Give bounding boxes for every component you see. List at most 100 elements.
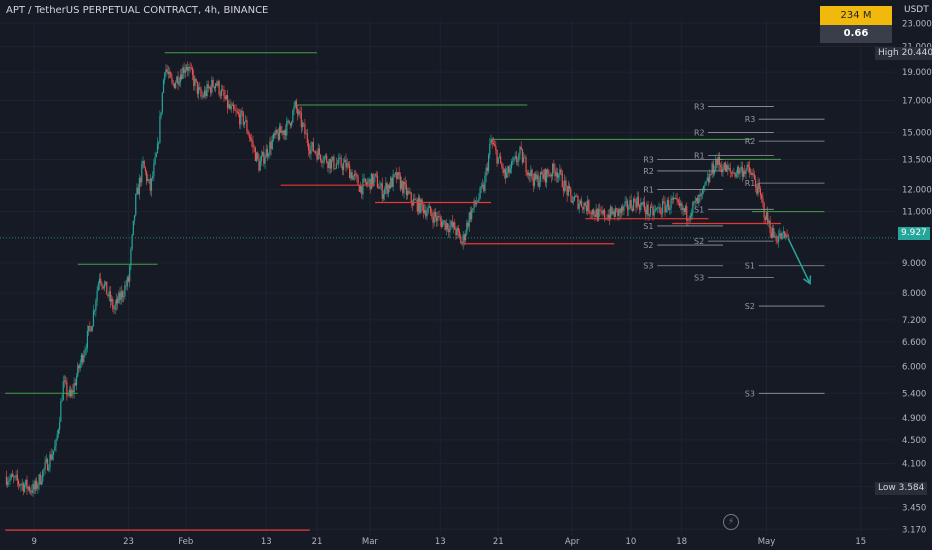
candle [214, 83, 217, 89]
candle [138, 177, 140, 195]
candle [512, 160, 514, 162]
candle [630, 200, 632, 209]
candle [573, 196, 575, 201]
price-badge: 0.66 [820, 25, 892, 43]
candle [21, 483, 23, 485]
candle [42, 470, 44, 482]
candle [410, 192, 412, 203]
pivot-label: R3 [745, 115, 756, 124]
candle [771, 227, 774, 238]
candle [112, 299, 114, 309]
candle [670, 198, 672, 209]
candle [422, 204, 424, 214]
candle [427, 208, 429, 213]
candle [403, 182, 405, 194]
candle [764, 216, 766, 220]
candle [301, 123, 304, 128]
candle [525, 157, 527, 173]
candle [78, 365, 80, 369]
candle [433, 212, 435, 223]
candle [763, 202, 765, 217]
candle [381, 183, 383, 199]
candle [649, 206, 652, 215]
candle [498, 156, 501, 158]
candle [283, 130, 285, 135]
candle [252, 141, 254, 148]
currency-label[interactable]: USDT [904, 5, 929, 15]
candle [341, 166, 343, 171]
candle [344, 159, 346, 163]
candle [672, 198, 675, 200]
candle [445, 223, 447, 230]
candle [784, 231, 786, 238]
candle [223, 90, 225, 97]
lightning-icon[interactable]: ⚡ [723, 514, 739, 530]
candle [420, 199, 422, 213]
candle [332, 156, 334, 161]
candle [25, 479, 27, 486]
candle [694, 200, 696, 203]
candle [291, 122, 293, 126]
candle [472, 208, 474, 211]
candle [8, 480, 10, 482]
x-tick-label: May [758, 537, 776, 547]
candle [194, 78, 196, 87]
candle [768, 220, 770, 224]
candle [692, 202, 694, 214]
candle [437, 215, 439, 221]
candle [30, 490, 32, 492]
candle [513, 157, 515, 161]
candle [247, 131, 249, 135]
candle [497, 157, 499, 164]
candle [629, 200, 631, 209]
candle [684, 206, 687, 212]
candle [566, 186, 568, 196]
candle [289, 123, 292, 126]
candle [92, 310, 95, 326]
candle [636, 196, 638, 208]
candle [426, 212, 428, 217]
candle [355, 173, 357, 175]
candle [28, 486, 31, 491]
candle [494, 144, 496, 147]
candle [160, 112, 162, 117]
candle [651, 206, 653, 208]
projection-arrow [787, 238, 811, 284]
candle [213, 86, 215, 89]
candle [582, 207, 584, 210]
candle [357, 176, 359, 186]
candle [455, 229, 457, 236]
candle [500, 156, 502, 164]
candle [127, 277, 130, 282]
candle [77, 365, 79, 377]
candle [676, 198, 678, 200]
candle [276, 129, 278, 134]
candle [178, 82, 180, 85]
candle [230, 105, 232, 110]
candle [299, 111, 301, 113]
candle [135, 194, 137, 216]
candle [44, 461, 46, 469]
candle [34, 480, 37, 490]
candle [304, 123, 306, 135]
candle [632, 198, 635, 211]
candle [62, 381, 64, 401]
candle [457, 228, 459, 232]
candle [109, 291, 111, 302]
candle [315, 151, 317, 154]
candle [756, 187, 758, 194]
candle [292, 110, 294, 123]
candle [572, 200, 574, 203]
candle [713, 170, 716, 174]
candle [349, 164, 351, 179]
candle [270, 141, 272, 149]
candle [335, 163, 337, 169]
candle [589, 212, 591, 214]
candle [246, 120, 248, 132]
candle [564, 180, 566, 192]
candle [635, 200, 637, 208]
candle [682, 208, 684, 210]
candle [648, 214, 650, 216]
candle [321, 160, 323, 163]
